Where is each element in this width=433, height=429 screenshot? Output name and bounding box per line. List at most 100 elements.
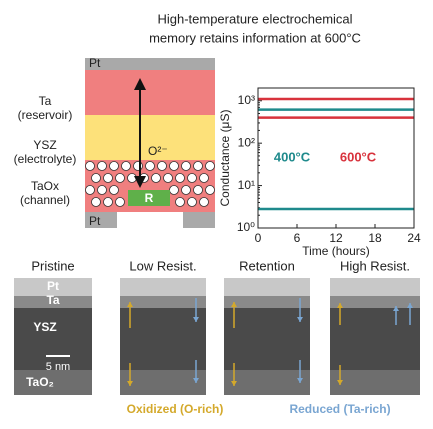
ta-band <box>224 296 310 308</box>
oxygen-vacancy <box>181 161 191 171</box>
layer-name: YSZ <box>33 138 56 152</box>
tem-layer-label: Ta <box>46 293 59 307</box>
plot-frame <box>257 87 415 229</box>
title: High-temperature electrochemical <box>157 11 352 26</box>
electrode-label: Pt <box>89 56 101 70</box>
layer-role: (electrolyte) <box>14 152 77 166</box>
ysz-band <box>120 308 206 370</box>
y-tick-label: 10² <box>238 135 255 149</box>
x-tick-label: 0 <box>255 231 262 245</box>
ta-band <box>330 296 420 308</box>
ysz-layer <box>85 115 215 160</box>
oxygen-vacancy <box>85 185 95 195</box>
oxygen-vacancy <box>169 185 179 195</box>
legend-label: 400°C <box>274 149 311 164</box>
layer-name: TaOx <box>31 179 59 193</box>
arrow-head <box>193 317 199 322</box>
layer-role: (reservoir) <box>18 108 73 122</box>
oxygen-vacancy <box>169 161 179 171</box>
ysz-band <box>330 308 420 370</box>
oxygen-vacancy <box>163 173 173 183</box>
oxygen-vacancy <box>205 161 215 171</box>
oxygen-vacancy <box>157 161 167 171</box>
arrow-head <box>127 381 133 386</box>
oxygen-vacancy <box>85 161 95 171</box>
resistor <box>128 190 170 206</box>
oxygen-vacancy <box>133 161 143 171</box>
resistor-label: R <box>145 191 154 205</box>
pt-pad <box>85 212 117 228</box>
chart: 10⁰ 10¹ 10² 10³ 0 6 12 18 24 Time (hours) Conducta… <box>218 87 421 258</box>
panel-title: Retention <box>239 258 295 273</box>
scale-label: 5 nm <box>46 361 70 373</box>
arrow-head <box>407 303 413 308</box>
oxygen-vacancy <box>121 161 131 171</box>
oxygen-vacancy <box>103 173 113 183</box>
x-tick-label: 18 <box>368 231 382 245</box>
electrode-label: Pt <box>89 214 101 228</box>
arrow-head <box>297 378 303 383</box>
ysz-band <box>14 308 92 370</box>
ta-band <box>14 296 92 308</box>
arrow-head <box>337 380 343 385</box>
legend-label: 600°C <box>340 149 377 164</box>
tem-layer-label: TaO₂ <box>26 375 54 389</box>
oxygen-vacancy <box>199 197 209 207</box>
oxygen-vacancy <box>193 185 203 195</box>
y-axis-label: Conductance (μS) <box>218 110 232 207</box>
ta-band <box>120 296 206 308</box>
pt-band <box>120 278 206 296</box>
oxygen-vacancy <box>115 173 125 183</box>
oxygen-vacancy <box>109 161 119 171</box>
legend-text: Oxidized (O-rich) <box>127 402 224 416</box>
arrow-head <box>231 302 237 307</box>
oxygen-vacancy <box>91 173 101 183</box>
x-tick-label: 12 <box>329 231 343 245</box>
y-tick-label: 10¹ <box>238 178 255 192</box>
title: memory retains information at 600°C <box>149 30 361 45</box>
taox-band <box>330 370 420 395</box>
layer-name: Ta <box>39 94 52 108</box>
panel-title: Low Resist. <box>129 258 196 273</box>
arrow-head <box>127 302 133 307</box>
arrow-head <box>193 378 199 383</box>
arrow-head <box>297 317 303 322</box>
panel-title: Pristine <box>31 258 74 273</box>
oxygen-vacancy <box>175 173 185 183</box>
oxygen-vacancy <box>181 185 191 195</box>
tem-layer-label: Pt <box>47 279 59 293</box>
oxygen-vacancy <box>205 185 215 195</box>
oxygen-vacancy <box>151 173 161 183</box>
panel-title: High Resist. <box>340 258 410 273</box>
ion-label: O²⁻ <box>148 144 168 158</box>
x-tick-label: 24 <box>407 231 421 245</box>
pt-band <box>14 278 92 296</box>
ysz-band <box>224 308 310 370</box>
oxygen-vacancy <box>193 161 203 171</box>
x-axis-label: Time (hours) <box>302 244 370 258</box>
y-tick-label: 10⁰ <box>237 220 255 234</box>
taox-band <box>224 370 310 395</box>
oxygen-vacancy <box>187 173 197 183</box>
pt-band <box>224 278 310 296</box>
taox-band <box>14 370 92 395</box>
device-diagram <box>85 58 215 228</box>
oxygen-vacancy <box>109 185 119 195</box>
legend-text: Reduced (Ta-rich) <box>289 402 390 416</box>
oxygen-vacancy <box>199 173 209 183</box>
arrow-head <box>337 303 343 308</box>
taox-band <box>120 370 206 395</box>
oxygen-vacancy <box>97 161 107 171</box>
tem-images: Pristine Low Resist. Retention High Resist. <box>14 258 420 395</box>
ta-layer <box>85 70 215 115</box>
pt-layer <box>85 58 215 70</box>
arrow-head <box>393 306 399 311</box>
oxygen-vacancy <box>97 185 107 195</box>
oxygen-vacancy <box>115 197 125 207</box>
y-tick-label: 10³ <box>238 93 255 107</box>
pt-band <box>330 278 420 296</box>
oxygen-vacancy <box>103 197 113 207</box>
arrow-head <box>134 78 146 188</box>
arrow-head <box>231 381 237 386</box>
